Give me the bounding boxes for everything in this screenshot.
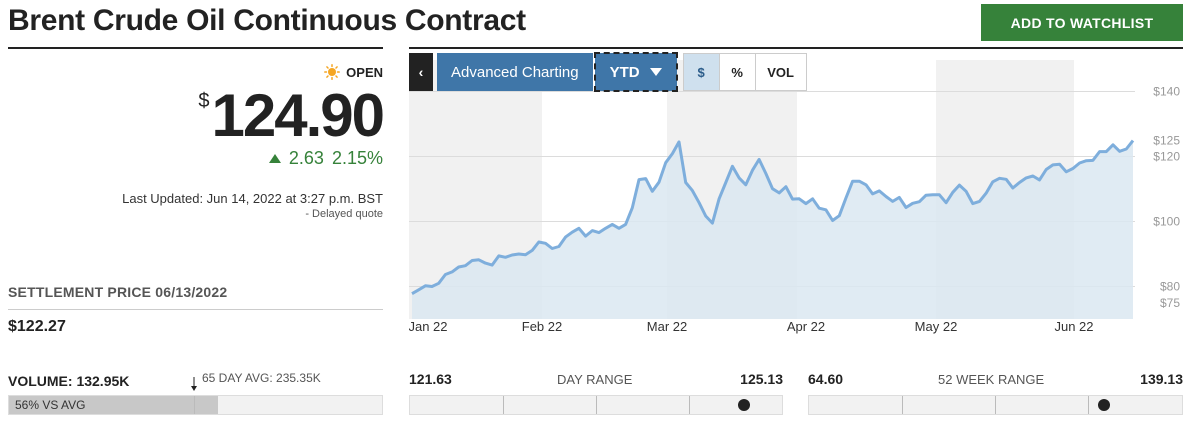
y-tick-label: $100 bbox=[1153, 215, 1180, 229]
y-tick-label: $75 bbox=[1160, 296, 1180, 310]
market-status: OPEN bbox=[324, 64, 383, 80]
range-tick bbox=[902, 396, 903, 414]
range-dropdown-label: YTD bbox=[609, 63, 640, 81]
x-tick-label: Jan 22 bbox=[409, 319, 448, 334]
y-tick-label: $80 bbox=[1160, 280, 1180, 294]
display-mode-toggle: $ % VOL bbox=[682, 53, 807, 91]
divider bbox=[8, 309, 383, 310]
x-tick-label: Jun 22 bbox=[1054, 319, 1093, 334]
week52-range-title: 52 WEEK RANGE bbox=[938, 372, 1045, 387]
divider bbox=[409, 47, 1183, 49]
volume-vs-avg-bar: 56% VS AVG bbox=[8, 395, 383, 415]
volume-fill bbox=[9, 396, 218, 414]
market-status-label: OPEN bbox=[346, 64, 383, 80]
dollar-mode-button[interactable]: $ bbox=[683, 54, 720, 90]
caret-down-icon bbox=[649, 68, 662, 76]
week52-range-bar bbox=[808, 395, 1183, 415]
last-updated: Last Updated: Jun 14, 2022 at 3:27 p.m. … bbox=[122, 191, 383, 206]
x-tick-label: May 22 bbox=[915, 319, 958, 334]
week52-range-high: 139.13 bbox=[1140, 371, 1183, 387]
week52-range-marker bbox=[1097, 399, 1110, 411]
sun-icon bbox=[324, 64, 341, 80]
price-chart[interactable]: $140 $125 $120 $100 $80 $75 Jan 22 Feb 22 Mar 2… bbox=[409, 60, 1190, 340]
chart-toolbar: ‹ Advanced Charting YTD $ % VOL bbox=[409, 52, 807, 92]
settlement-value: $122.27 bbox=[8, 318, 66, 335]
range-dropdown[interactable]: YTD bbox=[593, 52, 678, 92]
price-change: 2.63 2.15% bbox=[268, 148, 383, 169]
change-percent: 2.15% bbox=[331, 148, 383, 168]
currency-symbol: $ bbox=[198, 90, 210, 112]
chevron-left-icon[interactable]: ‹ bbox=[409, 53, 433, 91]
change-value: 2.63 bbox=[288, 148, 324, 168]
volume-avg-label: 65 DAY AVG: 235.35K bbox=[202, 371, 321, 385]
range-tick bbox=[1088, 396, 1089, 414]
up-arrow-icon bbox=[268, 154, 281, 163]
volume-avg-divider bbox=[194, 396, 195, 414]
day-range-marker bbox=[737, 399, 750, 411]
x-tick-label: Mar 22 bbox=[647, 319, 687, 334]
volume-label: VOLUME: 132.95K bbox=[8, 373, 130, 389]
y-tick-label: $125 bbox=[1153, 133, 1180, 147]
chart-line bbox=[411, 139, 1135, 295]
x-tick-label: Feb 22 bbox=[522, 319, 562, 334]
chart-area bbox=[412, 140, 1133, 319]
current-price: 124.90 bbox=[211, 82, 385, 149]
price-display: $ 124.90 bbox=[198, 82, 385, 150]
volume-toggle-button[interactable]: VOL bbox=[755, 54, 806, 90]
page-title: Brent Crude Oil Continuous Contract bbox=[8, 4, 526, 37]
day-range-bar bbox=[409, 395, 783, 415]
settlement-label: SETTLEMENT PRICE 06/13/2022 bbox=[8, 284, 228, 300]
divider bbox=[8, 47, 383, 49]
avg-marker-icon bbox=[191, 377, 197, 391]
range-tick bbox=[689, 396, 690, 414]
volume-vs-avg-text: 56% VS AVG bbox=[15, 398, 86, 412]
add-to-watchlist-button[interactable]: ADD TO WATCHLIST bbox=[981, 4, 1183, 41]
week52-range-low: 64.60 bbox=[808, 371, 844, 387]
range-tick bbox=[596, 396, 597, 414]
y-tick-label: $120 bbox=[1153, 150, 1180, 164]
range-tick bbox=[995, 396, 996, 414]
day-range-title: DAY RANGE bbox=[557, 372, 633, 387]
range-tick bbox=[503, 396, 504, 414]
day-range-low: 121.63 bbox=[409, 371, 452, 387]
advanced-charting-button[interactable]: Advanced Charting bbox=[437, 53, 593, 91]
percent-mode-button[interactable]: % bbox=[719, 54, 756, 90]
delayed-quote-note: - Delayed quote bbox=[305, 208, 383, 220]
y-tick-label: $140 bbox=[1153, 85, 1180, 99]
x-tick-label: Apr 22 bbox=[787, 319, 825, 334]
day-range-high: 125.13 bbox=[740, 371, 783, 387]
